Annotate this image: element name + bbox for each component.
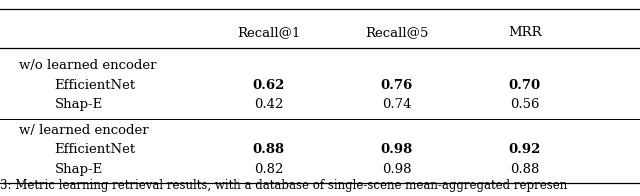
Text: 0.92: 0.92 bbox=[509, 143, 541, 156]
Text: 0.62: 0.62 bbox=[253, 79, 285, 92]
Text: w/o learned encoder: w/o learned encoder bbox=[19, 59, 157, 72]
Text: 0.98: 0.98 bbox=[382, 163, 412, 176]
Text: MRR: MRR bbox=[508, 26, 541, 39]
Text: Recall@1: Recall@1 bbox=[237, 26, 301, 39]
Text: 0.74: 0.74 bbox=[382, 98, 412, 111]
Text: Shap-E: Shap-E bbox=[54, 98, 102, 111]
Text: 0.56: 0.56 bbox=[510, 98, 540, 111]
Text: 0.70: 0.70 bbox=[509, 79, 541, 92]
Text: 3: Metric learning retrieval results, with a database of single-scene mean-aggre: 3: Metric learning retrieval results, wi… bbox=[0, 179, 567, 192]
Text: Shap-E: Shap-E bbox=[54, 163, 102, 176]
Text: 0.88: 0.88 bbox=[510, 163, 540, 176]
Text: 0.82: 0.82 bbox=[254, 163, 284, 176]
Text: EfficientNet: EfficientNet bbox=[54, 143, 136, 156]
Text: 0.88: 0.88 bbox=[253, 143, 285, 156]
Text: 0.76: 0.76 bbox=[381, 79, 413, 92]
Text: 0.42: 0.42 bbox=[254, 98, 284, 111]
Text: EfficientNet: EfficientNet bbox=[54, 79, 136, 92]
Text: 0.98: 0.98 bbox=[381, 143, 413, 156]
Text: Recall@5: Recall@5 bbox=[365, 26, 429, 39]
Text: w/ learned encoder: w/ learned encoder bbox=[19, 124, 149, 137]
